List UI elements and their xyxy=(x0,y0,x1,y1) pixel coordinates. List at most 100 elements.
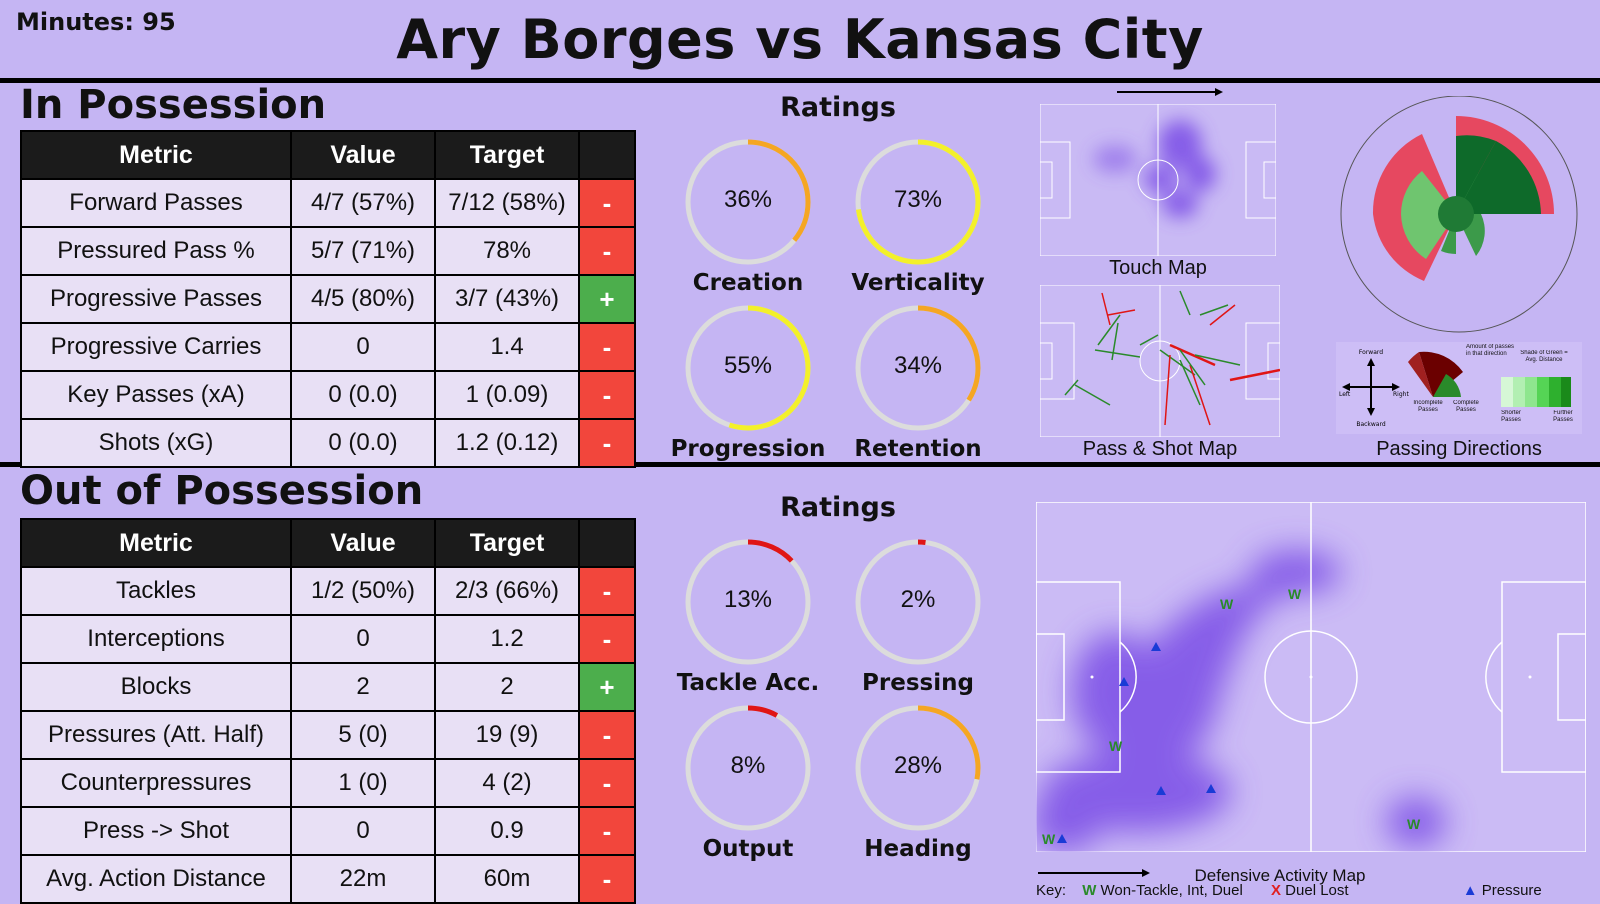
flag-cell: - xyxy=(578,758,636,808)
metric-cell: Pressures (Att. Half) xyxy=(20,710,292,760)
target-cell: 19 (9) xyxy=(434,710,580,760)
legend-forward-label: Forward xyxy=(1359,349,1383,356)
pressure-marker xyxy=(1151,642,1161,651)
value-cell: 0 xyxy=(290,322,436,372)
column-header-target: Target xyxy=(434,518,580,568)
legend-right-label: Right xyxy=(1393,391,1409,398)
flag-cell: - xyxy=(578,370,636,420)
in-possession-table: Metric Value Target Forward Passes 4/7 (5… xyxy=(20,130,636,468)
key-label: Key: xyxy=(1036,882,1067,899)
pressure-marker xyxy=(1156,786,1166,795)
flag-cell: + xyxy=(578,274,636,324)
target-cell: 3/7 (43%) xyxy=(434,274,580,324)
target-cell: 7/12 (58%) xyxy=(434,178,580,228)
section-divider xyxy=(0,462,1600,467)
value-cell: 2 xyxy=(290,662,436,712)
value-cell: 22m xyxy=(290,854,436,904)
donut-arc xyxy=(685,539,811,665)
flag-cell: - xyxy=(578,178,636,228)
metric-cell: Progressive Carries xyxy=(20,322,292,372)
minutes-played: Minutes: 95 xyxy=(16,8,176,36)
key-lost-label: Duel Lost xyxy=(1285,882,1349,899)
page-title: Ary Borges vs Kansas City xyxy=(396,8,1204,71)
rating-label: Verticality xyxy=(851,270,985,296)
metric-cell: Key Passes (xA) xyxy=(20,370,292,420)
target-cell: 1.2 (0.12) xyxy=(434,418,580,468)
target-cell: 2 xyxy=(434,662,580,712)
table-row: Interceptions 0 1.2- xyxy=(20,614,636,664)
rating-donut: 2% xyxy=(852,536,984,668)
table-row: Avg. Action Distance 22m 60m - xyxy=(20,854,636,904)
pressure-marker xyxy=(1057,834,1067,843)
metric-cell: Progressive Passes xyxy=(20,274,292,324)
target-cell: 4 (2) xyxy=(434,758,580,808)
rating-label: Pressing xyxy=(862,670,974,696)
table-row: Counterpressures 1 (0) 4 (2) - xyxy=(20,758,636,808)
value-cell: 1/2 (50%) xyxy=(290,566,436,616)
table-row: Key Passes (xA) 0 (0.0) 1 (0.09) - xyxy=(20,370,636,420)
touch-map xyxy=(1040,104,1276,256)
metric-cell: Blocks xyxy=(20,662,292,712)
legend-shade-label: Shade of Green = Avg. Distance xyxy=(1520,350,1568,363)
value-cell: 0 xyxy=(290,806,436,856)
table-row: Progressive Passes 4/5 (80%) 3/7 (43%) + xyxy=(20,274,636,324)
pressure-marker xyxy=(1206,784,1216,793)
table-row: Shots (xG) 0 (0.0) 1.2 (0.12) - xyxy=(20,418,636,468)
table-row: Pressured Pass % 5/7 (71%) 78% - xyxy=(20,226,636,276)
passing-directions-legend: Forward Backward Left Right Amount of pa… xyxy=(1336,342,1582,434)
rating-donut: 36% xyxy=(682,136,814,268)
value-cell: 0 xyxy=(290,614,436,664)
key-pressure-label: Pressure xyxy=(1481,882,1542,899)
key-won-label: Won-Tackle, Int, Duel xyxy=(1100,882,1243,899)
pressure-symbol: ▲ xyxy=(1462,882,1478,899)
flag-cell: - xyxy=(578,710,636,760)
rating-value: 55% xyxy=(723,352,773,379)
metric-cell: Avg. Action Distance xyxy=(20,854,292,904)
won-marker: W xyxy=(1407,816,1421,832)
defensive-map-caption: Defensive Activity Map xyxy=(1194,866,1366,885)
metric-cell: Counterpressures xyxy=(20,758,292,808)
flag-cell: - xyxy=(578,566,636,616)
rating-value: 28% xyxy=(893,752,943,779)
touch-map-caption: Touch Map xyxy=(1109,257,1207,279)
rating-label: Tackle Acc. xyxy=(676,670,820,696)
flag-cell: - xyxy=(578,854,636,904)
rating-donut: 8% xyxy=(682,702,814,834)
table-row: Blocks 2 2 + xyxy=(20,662,636,712)
value-cell: 1 (0) xyxy=(290,758,436,808)
flag-cell: + xyxy=(578,662,636,712)
metric-cell: Forward Passes xyxy=(20,178,292,228)
donut-arc xyxy=(685,139,811,265)
won-marker: W xyxy=(1288,586,1302,602)
won-symbol: W xyxy=(1082,882,1097,899)
legend-incomplete-label: Incomplete Passes xyxy=(1413,400,1443,413)
passing-directions-caption: Passing Directions xyxy=(1376,438,1542,460)
flag-cell: - xyxy=(578,614,636,664)
column-header-value: Value xyxy=(290,130,436,180)
donut-arc xyxy=(855,705,981,831)
in-possession-title: In Possession xyxy=(20,82,327,128)
out-possession-table: Metric Value Target Tackles 1/2 (50%) 2/3 … xyxy=(20,518,636,904)
map-key: Key: W Won-Tackle, Int, Duel X Duel Lost… xyxy=(1036,882,1596,900)
metric-cell: Press -> Shot xyxy=(20,806,292,856)
won-marker: W xyxy=(1042,831,1056,847)
table-row: Pressures (Att. Half) 5 (0) 19 (9) - xyxy=(20,710,636,760)
rating-value: 8% xyxy=(730,752,766,779)
legend-shorter-label: Shorter Passes xyxy=(1501,410,1521,423)
donut-arc xyxy=(685,705,811,831)
donut-arc xyxy=(855,305,981,431)
legend-further-label: Further Passes xyxy=(1553,410,1573,423)
value-cell: 0 (0.0) xyxy=(290,418,436,468)
column-header-metric: Metric xyxy=(20,130,292,180)
defensive-direction-arrow xyxy=(1038,869,1150,877)
rating-value: 2% xyxy=(900,586,936,613)
target-cell: 1 (0.09) xyxy=(434,370,580,420)
donut-arc xyxy=(855,539,981,665)
rating-donut: 73% xyxy=(852,136,984,268)
legend-amount-label: Amount of passes in that direction xyxy=(1466,344,1515,357)
value-cell: 0 (0.0) xyxy=(290,370,436,420)
column-header-target: Target xyxy=(434,130,580,180)
defensive-activity-map: W W W W W xyxy=(1036,502,1586,852)
pass-shot-map-caption: Pass & Shot Map xyxy=(1082,438,1238,460)
target-cell: 0.9 xyxy=(434,806,580,856)
